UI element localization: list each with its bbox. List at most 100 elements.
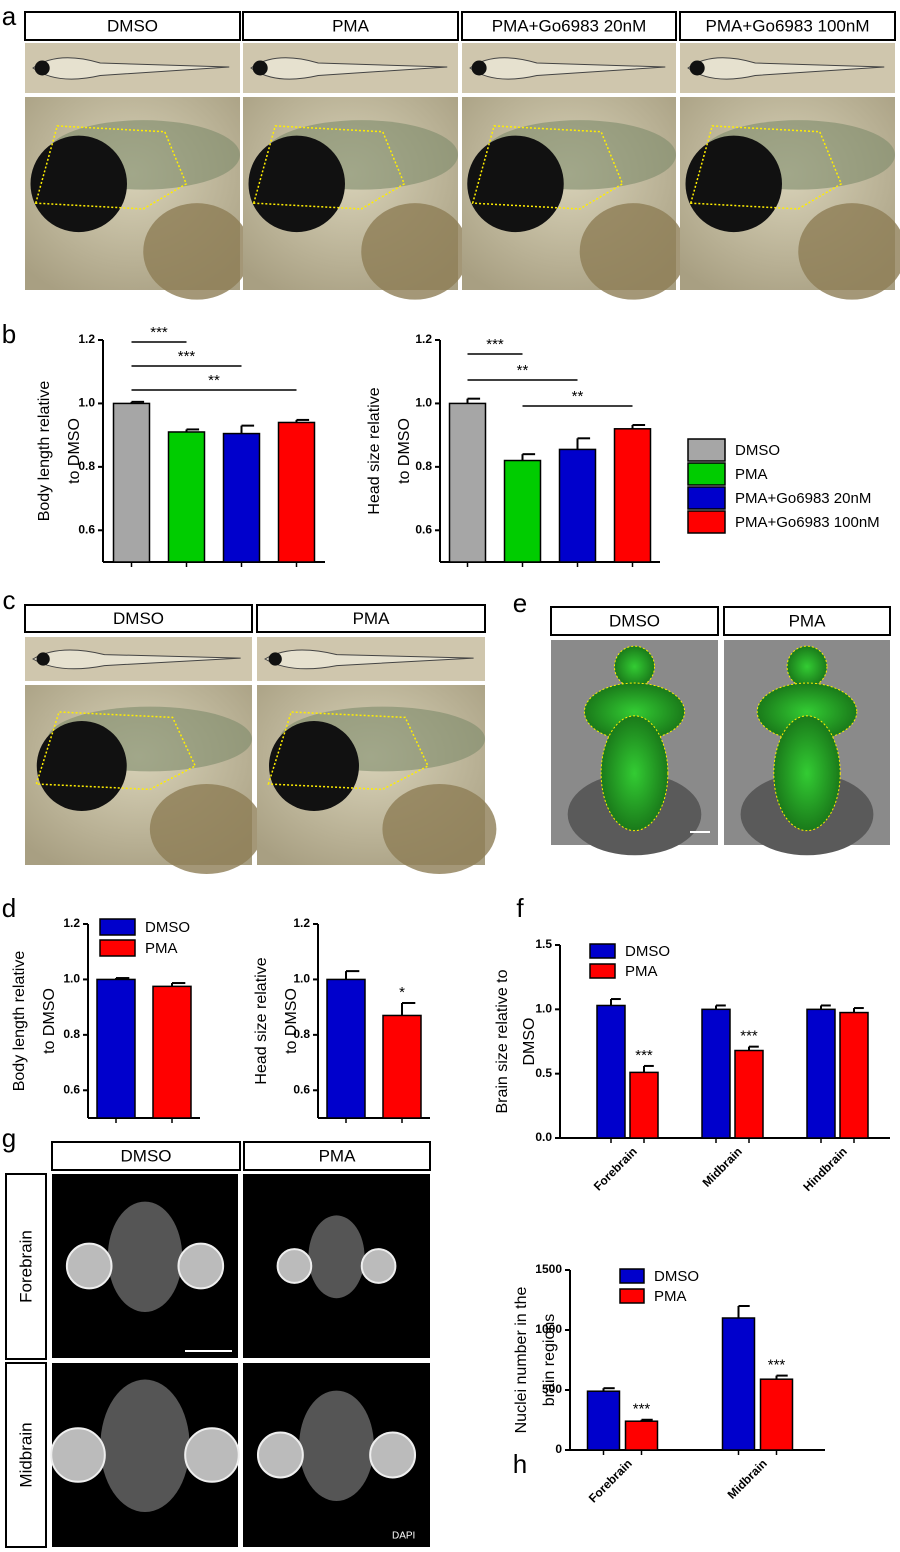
row-label-box: [5, 1362, 47, 1548]
bar: [613, 428, 652, 563]
y-tick-label: 1.0: [535, 1002, 552, 1016]
header-label: DMSO: [113, 609, 164, 628]
legend-label: DMSO: [735, 442, 780, 459]
larva-eye: [689, 60, 705, 76]
panel-label: b: [2, 319, 16, 349]
y-tick-label: 0: [555, 1442, 562, 1456]
panel-label: c: [3, 585, 16, 615]
eye: [30, 135, 127, 233]
head-outline: [267, 711, 429, 791]
larva-eye: [252, 60, 268, 76]
panel-label: h: [513, 1449, 527, 1479]
bar: [558, 448, 597, 563]
eye: [36, 721, 127, 811]
y-tick-label: 1.2: [415, 332, 432, 346]
header-box: [256, 604, 486, 633]
legend-label: PMA+Go6983 100nM: [735, 514, 880, 531]
x-tick-label: Midbrain: [700, 1144, 745, 1189]
row-label: Forebrain: [16, 1230, 35, 1303]
legend-label: PMA: [735, 466, 768, 483]
header-label: PMA: [332, 16, 370, 35]
bar: [734, 1049, 764, 1139]
y-axis-title: Nuclei number in the: [513, 1287, 530, 1434]
y-axis-title: DMSO: [521, 1018, 538, 1066]
row-label-box: [5, 1173, 47, 1360]
panel-label: g: [2, 1123, 16, 1153]
larva-body: [469, 57, 666, 80]
y-tick-label: 0.6: [293, 1082, 310, 1096]
legend-swatch: [619, 1268, 645, 1284]
y-tick-label: 0.8: [63, 1027, 80, 1041]
bar: [382, 1014, 422, 1119]
yolk: [143, 203, 251, 300]
y-axis-title: Brain size relative to: [494, 969, 511, 1113]
hindbrain: [600, 715, 669, 832]
section-eye: [276, 1248, 313, 1284]
larva-body: [264, 649, 474, 670]
section-eye: [65, 1242, 113, 1290]
larva-body: [250, 57, 448, 80]
section-eye: [369, 1431, 417, 1479]
y-tick-label: 1000: [535, 1322, 562, 1336]
y-axis-title: to DMSO: [283, 988, 300, 1054]
bar: [629, 1071, 659, 1139]
larva-eye: [34, 60, 50, 76]
bar: [586, 1390, 621, 1451]
y-axis-title: to DMSO: [41, 988, 58, 1054]
header-box: [243, 1141, 431, 1171]
y-axis-title: to DMSO: [396, 418, 413, 484]
header-box: [24, 604, 253, 633]
legend-swatch: [589, 963, 616, 979]
row-label: Midbrain: [16, 1422, 35, 1487]
section-eye: [177, 1242, 225, 1290]
head-outline: [35, 711, 197, 791]
bar: [624, 1420, 659, 1451]
forebrain: [613, 645, 656, 688]
yolk: [579, 203, 687, 300]
hindbrain: [773, 715, 841, 832]
larva-eye: [36, 652, 50, 666]
bar: [222, 432, 261, 563]
section-brain: [100, 1379, 190, 1513]
larva-eye: [471, 60, 487, 76]
bar: [96, 978, 136, 1119]
y-tick-label: 1.0: [415, 396, 432, 410]
legend-swatch: [687, 462, 726, 486]
significance-label: ***: [633, 1401, 651, 1418]
x-tick-label: Hindbrain: [800, 1144, 849, 1193]
y-tick-label: 1.2: [78, 332, 95, 346]
header-label: DMSO: [609, 611, 660, 630]
y-axis-title: to DMSO: [66, 418, 83, 484]
y-axis-title: Body length relative: [36, 381, 53, 522]
significance-label: ***: [635, 1047, 653, 1064]
header-label: PMA: [319, 1146, 357, 1165]
larva-body: [32, 649, 241, 670]
bar: [721, 1317, 756, 1451]
legend-label: DMSO: [145, 919, 190, 936]
header-box: [550, 606, 719, 636]
legend-label: PMA: [145, 940, 178, 957]
y-tick-label: 0.0: [535, 1130, 552, 1144]
legend-swatch: [687, 510, 726, 534]
panel-label: f: [516, 893, 524, 923]
significance-label: **: [572, 388, 584, 405]
significance-label: ***: [486, 336, 504, 353]
bar: [503, 459, 542, 563]
legend-label: PMA+Go6983 20nM: [735, 490, 871, 507]
eye: [685, 135, 782, 233]
y-tick-label: 500: [542, 1382, 562, 1396]
header-label: PMA: [353, 609, 391, 628]
y-tick-label: 1.2: [63, 916, 80, 930]
y-tick-label: 0.5: [535, 1066, 552, 1080]
forebrain: [786, 645, 828, 688]
header-label: DMSO: [121, 1146, 172, 1165]
header-box: [723, 606, 891, 636]
section-brain: [107, 1201, 183, 1313]
y-tick-label: 0.6: [415, 522, 432, 536]
yolk: [798, 203, 900, 300]
legend-swatch: [99, 939, 136, 957]
section-brain: [308, 1215, 365, 1299]
bar: [448, 402, 487, 563]
panel-label: e: [513, 588, 527, 618]
y-tick-label: 1.2: [293, 916, 310, 930]
